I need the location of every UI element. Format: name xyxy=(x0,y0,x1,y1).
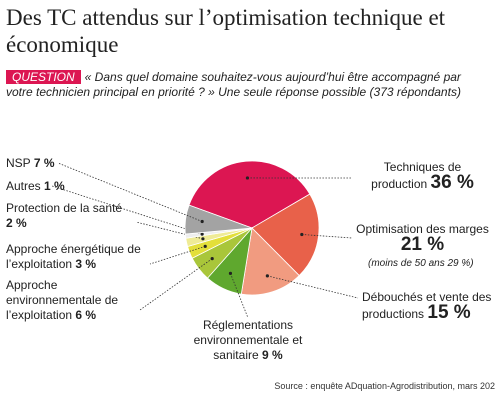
leader-line xyxy=(267,275,359,299)
leader-dot xyxy=(200,232,204,236)
slice-label: Approche énergétique de l’exploitation 3… xyxy=(6,242,156,272)
leader-dot xyxy=(210,257,214,261)
slice-label: Approche environnementale de l’exploitat… xyxy=(6,278,141,323)
pie-slice xyxy=(240,227,300,296)
question-tag: QUESTION xyxy=(6,70,81,84)
leader-line xyxy=(301,234,353,239)
category-label: Techniques de production xyxy=(371,160,462,191)
slice-label: Optimisation des marges 21 % xyxy=(355,222,490,254)
leader-line xyxy=(149,245,206,265)
value-label: 3 % xyxy=(75,257,97,271)
value-label: 2 % xyxy=(6,216,27,230)
category-label: Approche énergétique de l’exploitation xyxy=(6,242,141,271)
leader-line xyxy=(230,273,249,319)
value-label: 1 % xyxy=(44,179,65,193)
value-label: 15 % xyxy=(427,302,471,323)
value-label: 21 % xyxy=(400,234,445,255)
source: Source : enquête ADquation-Agrodistribut… xyxy=(274,381,495,391)
leader-line xyxy=(57,162,203,222)
category-label: Réglementations environnementale et sani… xyxy=(193,318,303,362)
leader-dot xyxy=(228,271,233,275)
value-label: 9 % xyxy=(262,348,283,362)
value-label: 7 % xyxy=(33,156,55,170)
leader-line xyxy=(51,185,203,235)
slice-label: Réglementations environnementale et sani… xyxy=(178,318,318,363)
question-text: « Dans quel domaine souhaitez-vous aujou… xyxy=(6,70,461,99)
leader-dot xyxy=(245,176,250,180)
leader-dot xyxy=(201,237,205,241)
pie-slice xyxy=(251,193,320,277)
chart-title: Des TC attendus sur l’optimisation techn… xyxy=(6,5,446,57)
leader-dot xyxy=(200,219,204,224)
annotation: (moins de 50 ans 29 %) xyxy=(368,258,474,269)
category-label: Protection de la santé xyxy=(6,201,123,215)
value-label: 36 % xyxy=(430,172,474,193)
slice-label: NSP 7 % xyxy=(6,156,76,171)
category-label: Débouchés et vente des productions xyxy=(362,290,492,321)
value-label: 6 % xyxy=(75,308,97,322)
leader-dot xyxy=(300,232,304,237)
category-label: Autres xyxy=(6,179,41,193)
leader-line xyxy=(135,221,204,240)
pie-slice xyxy=(184,204,253,235)
category-label: Approche environnementale de l’exploitat… xyxy=(6,278,119,322)
leader-dot xyxy=(265,274,269,278)
category-label: NSP xyxy=(6,156,31,170)
pie-slice xyxy=(188,160,311,229)
slice-label: Protection de la santé 2 % xyxy=(6,201,136,231)
leader-dot xyxy=(203,244,207,248)
slice-label: Autres 1 % xyxy=(6,179,76,194)
slice-label: Techniques de production 36 % xyxy=(355,160,490,192)
slice-label: Débouchés et vente des productions 15 % xyxy=(362,290,492,322)
category-label: Optimisation des marges xyxy=(356,222,489,236)
question: QUESTION « Dans quel domaine souhaitez-vo… xyxy=(6,70,486,100)
